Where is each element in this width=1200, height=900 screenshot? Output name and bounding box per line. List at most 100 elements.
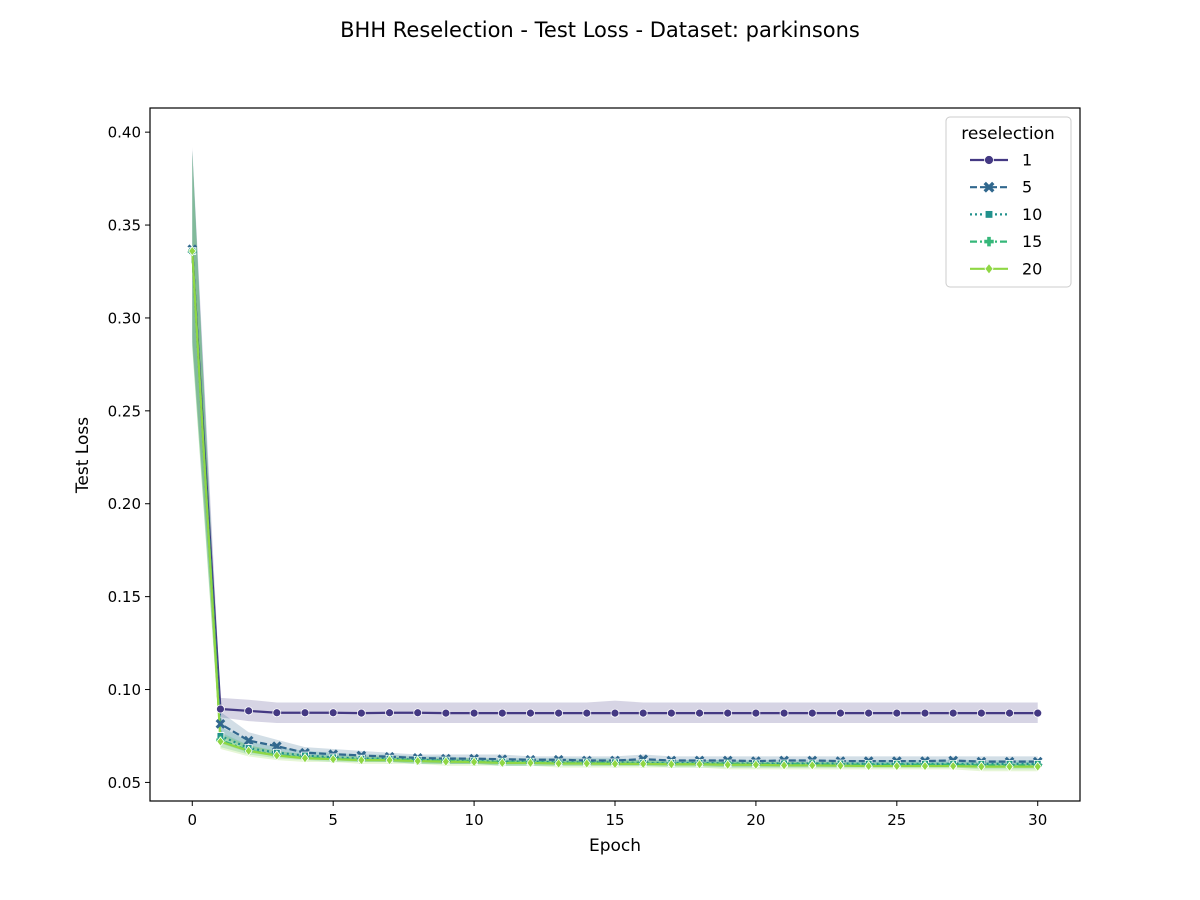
data-point-20-2 [244,745,253,757]
data-point-20-13 [554,758,563,769]
x-axis-ticks: 0 5 10 15 20 25 30 [187,801,1047,829]
legend-entry-20: 20 [970,259,1042,278]
series-markers [187,244,1043,772]
data-point-1-2 [244,706,254,716]
y-axis-ticks: 0.05 0.10 0.15 0.20 0.25 0.30 0.35 0.40 [108,124,150,792]
legend-title: reselection [961,124,1054,144]
y-tick-label: 0.20 [108,495,141,513]
data-point-1-20 [751,708,761,718]
data-point-20-22 [808,760,817,771]
data-point-20-8 [413,755,422,767]
legend-marker-5 [983,181,995,193]
legend-label-20: 20 [1022,259,1042,278]
x-axis-label: Epoch [589,836,641,856]
data-point-1-15 [610,708,620,718]
data-point-5-2 [243,735,254,746]
data-point-20-12 [526,757,535,769]
data-point-20-30 [1033,761,1042,772]
legend-entry-5: 5 [970,178,1032,197]
data-point-1-1 [216,704,225,714]
data-point-20-4 [300,753,310,764]
data-point-20-18 [695,758,704,770]
data-point-1-4 [300,708,310,718]
data-point-1-25 [892,708,902,718]
legend-label-10: 10 [1022,205,1042,224]
data-point-20-23 [836,760,845,771]
data-point-20-10 [469,756,479,768]
legend-marker-10 [984,210,994,219]
data-point-20-28 [977,761,986,772]
x-tick-label: 25 [887,811,906,829]
data-point-1-24 [864,708,874,718]
y-tick-label: 0.15 [108,588,141,606]
data-point-20-3 [272,750,281,761]
legend-marker-15 [984,236,994,247]
data-point-1-17 [666,708,676,718]
data-point-20-29 [1005,761,1014,772]
data-point-1-13 [554,708,564,718]
legend-entry-15: 15 [970,232,1042,251]
data-point-1-14 [582,708,592,718]
legend-marker-1 [984,155,994,165]
data-point-20-15 [610,758,620,770]
data-point-1-11 [497,708,507,718]
data-point-20-1 [216,736,225,747]
data-point-20-21 [779,760,789,771]
data-point-1-29 [1005,708,1014,718]
y-tick-label: 0.35 [108,217,141,235]
data-point-1-30 [1033,708,1043,718]
y-axis-label: Test Loss [73,417,93,494]
data-point-5-1 [215,719,226,729]
data-point-20-16 [639,758,648,770]
legend-label-1: 1 [1022,151,1032,170]
data-point-20-14 [582,758,591,769]
x-tick-label: 5 [328,811,338,829]
data-point-1-7 [385,708,394,718]
legend-label-5: 5 [1022,178,1032,197]
x-tick-label: 20 [746,811,765,829]
data-point-1-18 [695,708,704,718]
x-tick-label: 30 [1028,811,1047,829]
data-point-20-17 [667,758,676,770]
data-point-1-12 [526,708,535,718]
y-tick-label: 0.40 [108,124,141,142]
data-point-1-26 [920,708,930,718]
data-point-20-25 [892,760,901,772]
x-tick-label: 15 [605,811,624,829]
y-tick-label: 0.30 [108,309,141,327]
x-tick-label: 0 [187,811,197,829]
data-point-20-20 [751,759,761,771]
data-point-1-6 [356,708,366,718]
data-point-1-8 [413,708,423,718]
legend-label-15: 15 [1022,232,1042,251]
y-tick-label: 0.25 [108,402,141,420]
data-point-20-6 [357,754,366,766]
data-point-1-19 [723,708,733,718]
data-point-1-23 [836,708,845,718]
data-point-1-21 [779,708,789,718]
y-tick-label: 0.10 [108,681,141,699]
data-point-1-27 [948,708,958,718]
data-point-20-19 [723,759,732,771]
y-tick-label: 0.05 [108,774,141,792]
data-point-1-22 [807,708,817,718]
legend-entry-10: 10 [970,205,1042,224]
chart-title: BHH Reselection - Test Loss - Dataset: p… [340,18,860,42]
data-point-20-27 [949,760,958,772]
data-point-20-0 [188,245,197,257]
legend-marker-20 [984,262,994,275]
data-point-1-9 [441,708,451,718]
data-point-20-24 [864,760,873,772]
data-point-1-3 [272,708,282,718]
data-point-20-11 [498,757,507,769]
data-point-20-9 [441,756,451,767]
data-point-20-5 [329,753,338,765]
x-tick-label: 10 [465,811,484,829]
legend-entry-1: 1 [970,151,1032,170]
data-point-1-16 [638,708,648,718]
data-point-1-28 [976,708,986,718]
data-point-5-3 [271,741,282,752]
